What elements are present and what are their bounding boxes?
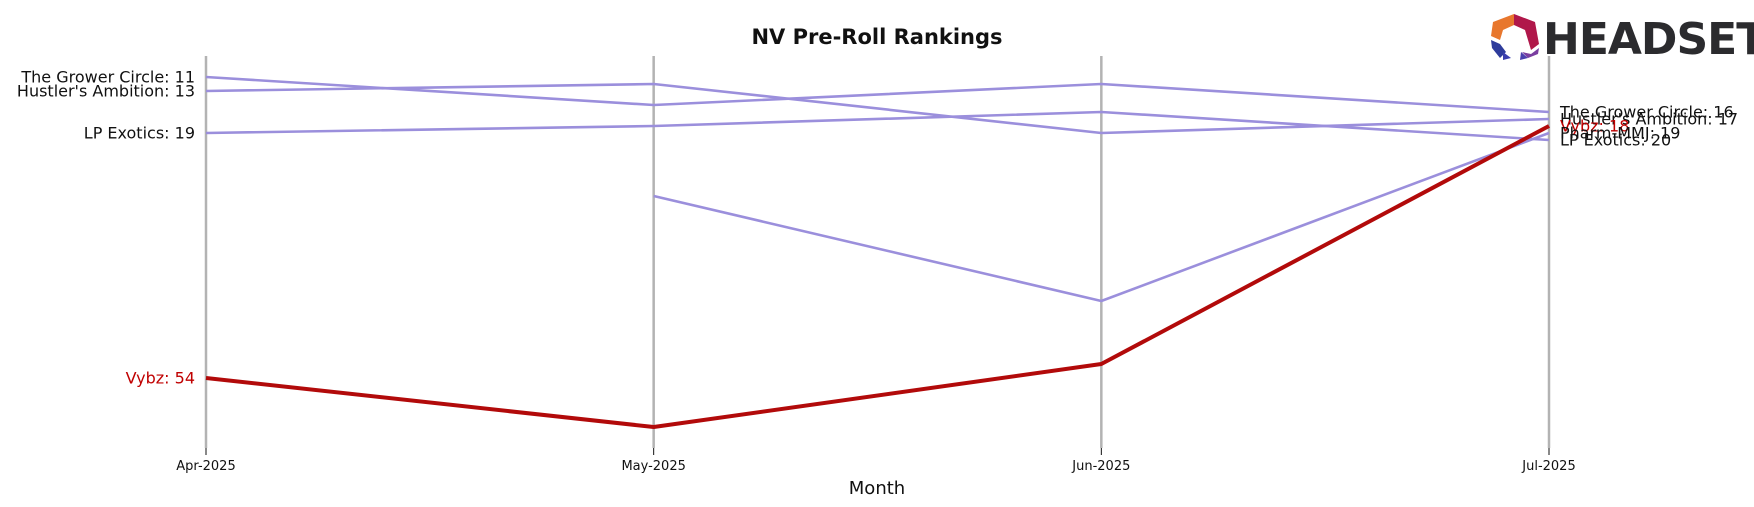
series-line-lp-exotics	[205, 110, 1550, 142]
x-tick-labels: Apr-2025 May-2025 Jun-2025 Jul-2025	[176, 448, 1576, 474]
grid-lines	[204, 56, 1551, 448]
left-label: Vybz: 54	[126, 369, 195, 388]
series-line-vybz	[205, 124, 1550, 429]
left-label: The Grower Circle: 11	[20, 68, 195, 87]
headset-logo-icon	[1491, 14, 1539, 60]
x-tick-label: Jun-2025	[1071, 459, 1130, 474]
right-label: Vybz: 18	[1560, 117, 1629, 136]
headset-logo-text: HEADSET	[1543, 14, 1754, 65]
left-label: LP Exotics: 19	[84, 124, 195, 143]
chart-title: NV Pre-Roll Rankings	[751, 25, 1002, 49]
left-label: Hustler's Ambition: 13	[17, 82, 195, 101]
right-label: The Grower Circle: 16	[1559, 103, 1734, 122]
series-lines	[205, 75, 1550, 429]
series-line-hustler-s-ambition	[205, 82, 1550, 135]
headset-logo: HEADSET	[1491, 14, 1754, 65]
right-label: LP Exotics: 20	[1560, 131, 1671, 150]
right-label: Hustler's Ambition: 17	[1560, 110, 1738, 129]
x-tick-label: May-2025	[621, 459, 685, 474]
x-axis-label: Month	[849, 478, 905, 499]
right-label: Pharm-MMJ: 19	[1560, 124, 1680, 143]
x-tick-label: Jul-2025	[1521, 459, 1575, 474]
series-line-pharm-mmj	[653, 131, 1550, 303]
x-tick-label: Apr-2025	[176, 459, 235, 474]
series-line-the-grower-circle	[205, 75, 1550, 114]
